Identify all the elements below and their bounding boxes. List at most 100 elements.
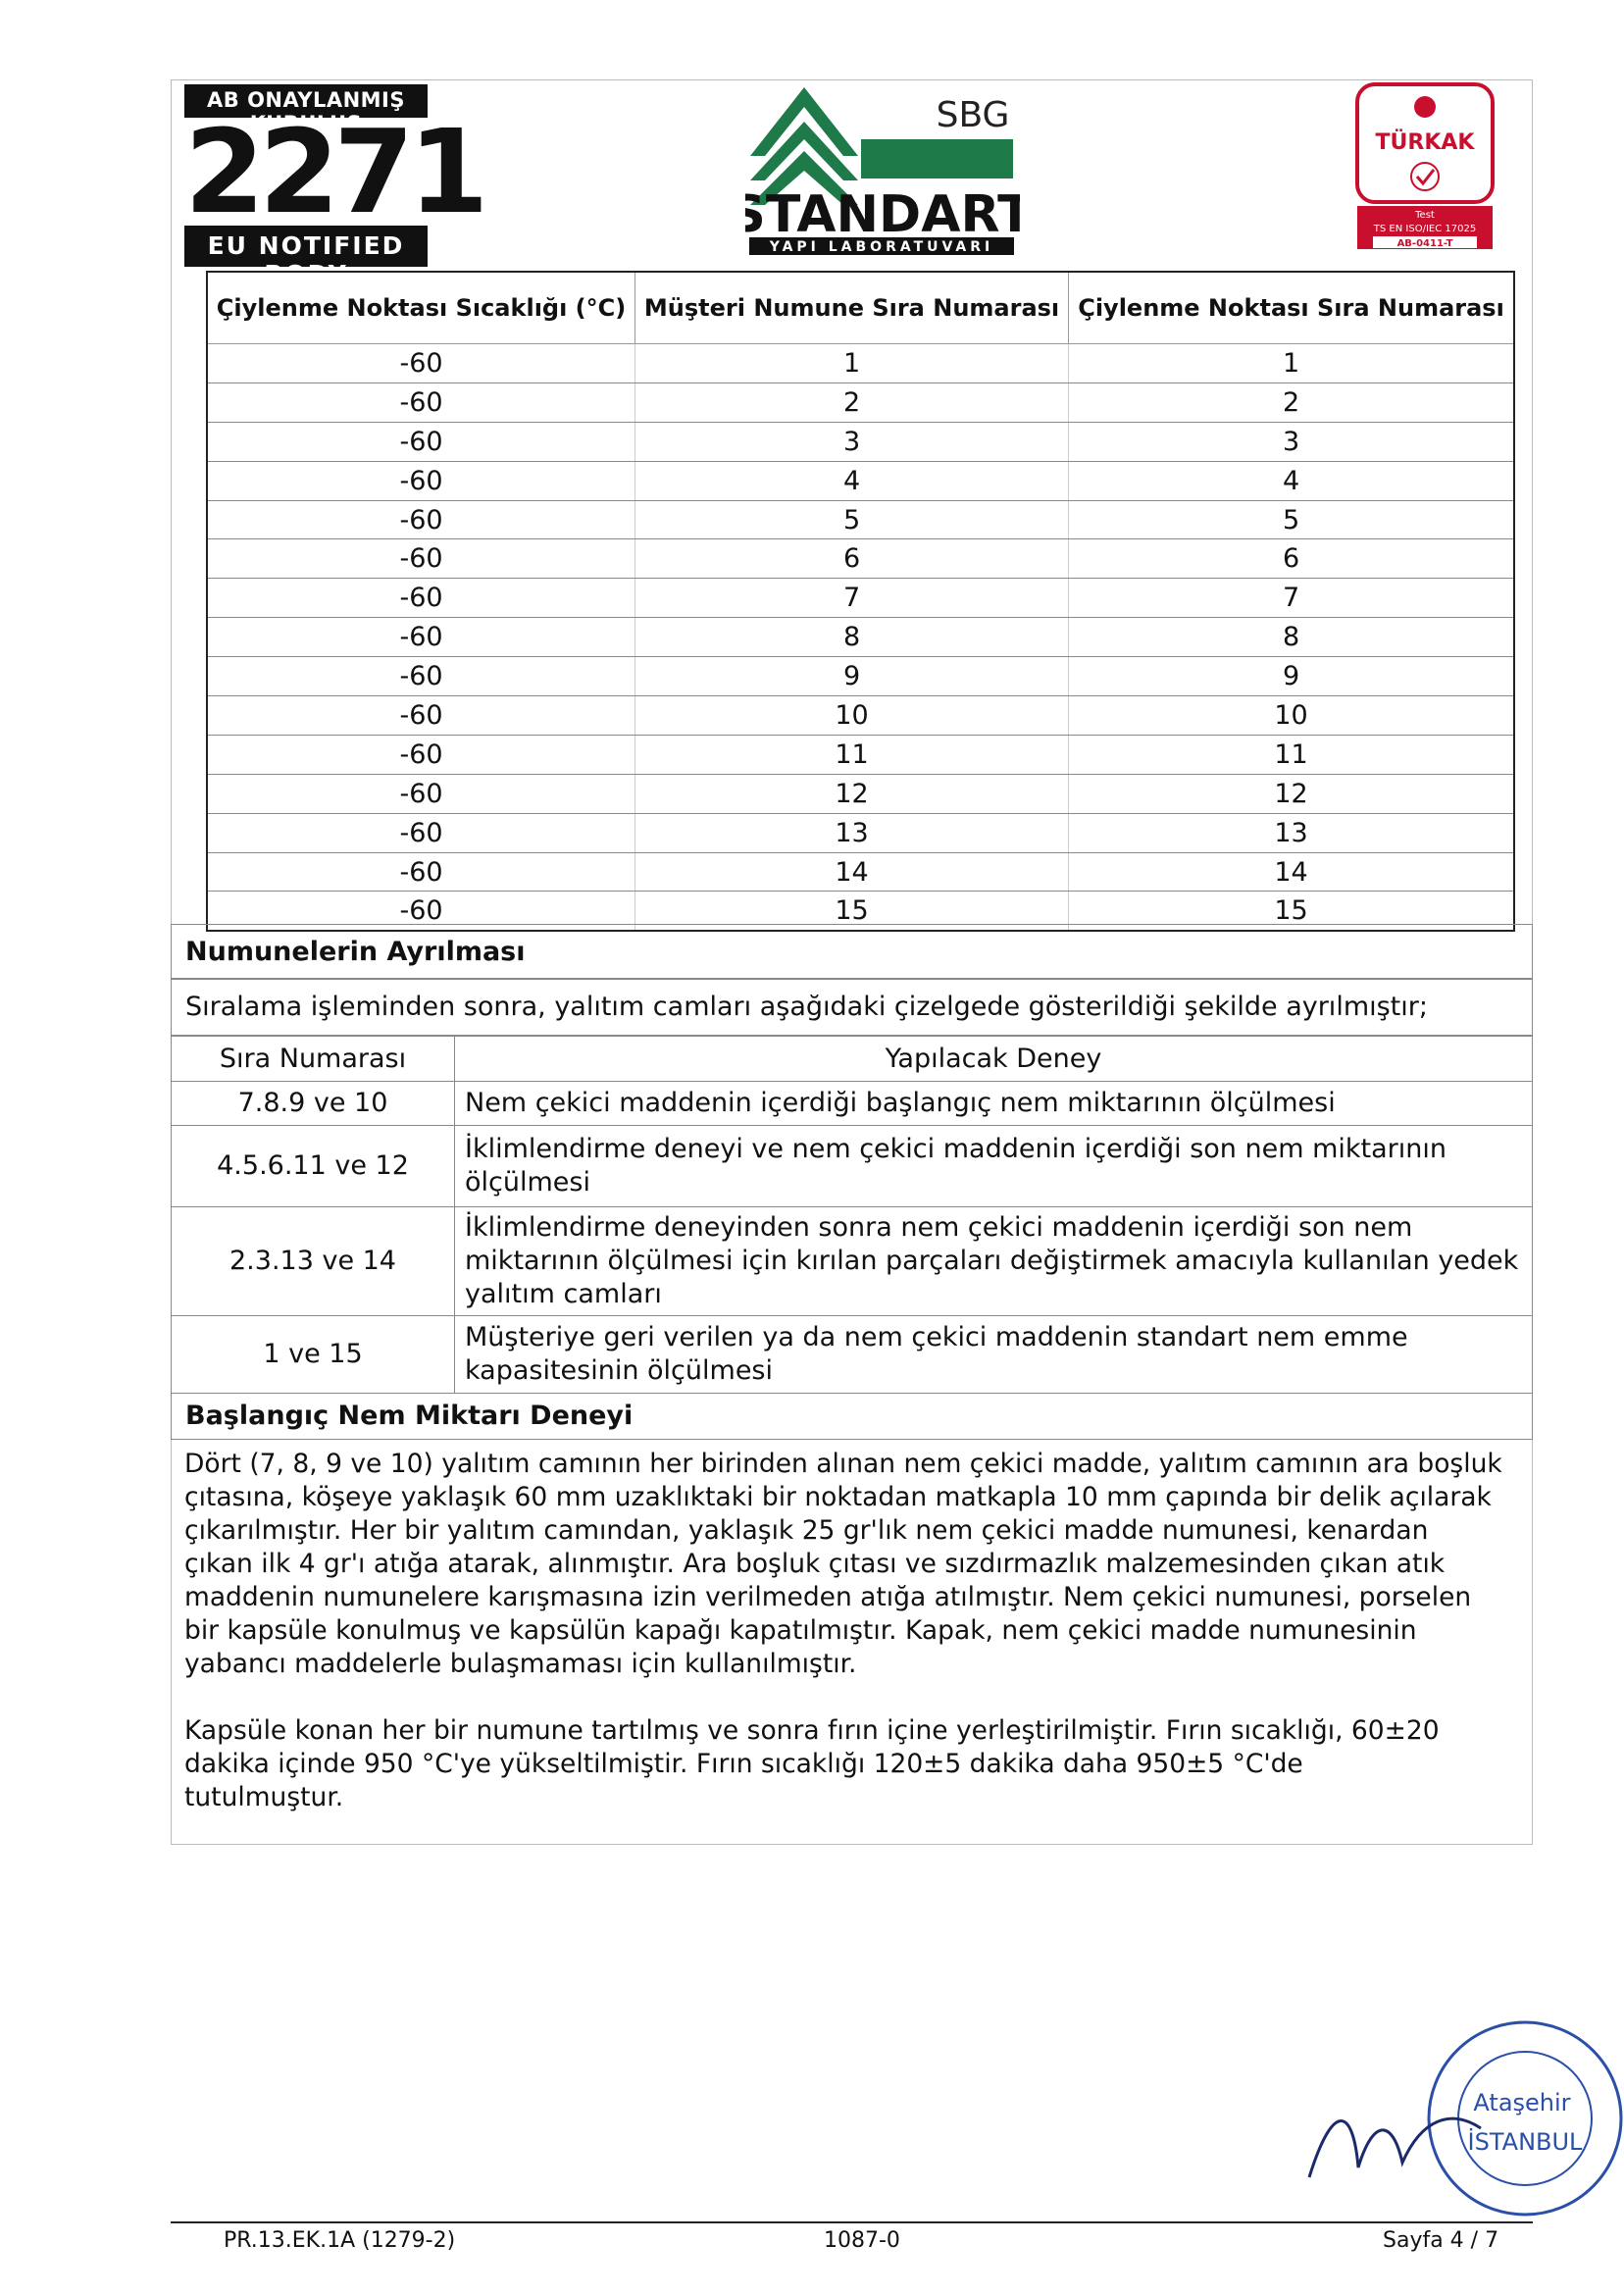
footer-rule <box>171 2221 1533 2223</box>
table-row: 7.8.9 ve 10 Nem çekici maddenin içerdiği … <box>171 1081 1533 1126</box>
table-cell: 7 <box>1068 578 1514 619</box>
table-row: 2.3.13 ve 14 İklimlendirme deneyinden son… <box>171 1206 1533 1316</box>
table-cell: 14 <box>634 852 1069 892</box>
table-cell: -60 <box>206 813 635 853</box>
table-cell: 13 <box>634 813 1069 853</box>
table-cell: 10 <box>634 695 1069 736</box>
table-cell: 9 <box>634 656 1069 697</box>
table-cell: -60 <box>206 382 635 423</box>
table-row: 4.5.6.11 ve 12 İklimlendirme deneyi ve ne… <box>171 1125 1533 1207</box>
table-cell: 3 <box>634 422 1069 462</box>
table-cell: -60 <box>206 656 635 697</box>
table-cell: -60 <box>206 461 635 501</box>
table-row: -60 14 14 <box>206 852 1514 892</box>
stamp: Ataşehir İSTANBUL <box>1307 2020 1623 2217</box>
table-cell: -60 <box>206 774 635 814</box>
stamp-text: İSTANBUL <box>1468 2127 1584 2156</box>
table-row: 1 ve 15 Müşteriye geri verilen ya da nem … <box>171 1315 1533 1394</box>
lab-logo: SBG STANDART YAPI LABORATUVARI <box>745 87 1020 255</box>
table-cell: 2.3.13 ve 14 <box>171 1206 455 1316</box>
table-cell: Müşteriye geri verilen ya da nem çekici … <box>454 1315 1533 1394</box>
footer-text: PR.13.EK.1A (1279-2) <box>224 2228 456 2253</box>
table-cell: 4 <box>634 461 1069 501</box>
logo-text: SBG <box>937 95 1010 135</box>
table-cell: 6 <box>1068 538 1514 580</box>
table-cell: 3 <box>1068 422 1514 462</box>
table-row: -60 1 1 <box>206 343 1514 383</box>
intro-text: Sıralama işleminden sonra, yalıtım camla… <box>171 979 1533 1036</box>
stamp-text: Ataşehir <box>1473 2089 1570 2116</box>
table-header: Sıra Numarası <box>171 1036 455 1082</box>
table-header: Çiylenme Noktası Sıcaklığı (°C) <box>206 271 636 344</box>
table-cell: -60 <box>206 422 635 462</box>
table-cell: -60 <box>206 852 635 892</box>
logo-text: Test <box>1414 210 1435 221</box>
table-cell: 9 <box>1068 656 1514 697</box>
table-header: Yapılacak Deney <box>454 1036 1533 1082</box>
table-cell: -60 <box>206 695 635 736</box>
table-cell: 7.8.9 ve 10 <box>171 1081 455 1126</box>
table-cell: 8 <box>1068 617 1514 658</box>
footer-text: 1087-0 <box>824 2228 900 2253</box>
table-cell: 2 <box>634 382 1069 423</box>
table-row: -60 8 8 <box>206 617 1514 658</box>
table-cell: 12 <box>1068 774 1514 814</box>
table-cell: 13 <box>1068 813 1514 853</box>
table-row: -60 7 7 <box>206 578 1514 619</box>
notified-body-logo: AB ONAYLANMIŞ KURULUŞ 2271 EU NOTIFIED B… <box>184 84 488 288</box>
table-cell: 12 <box>634 774 1069 814</box>
table-row: -60 2 2 <box>206 382 1514 423</box>
table-cell: 11 <box>1068 735 1514 775</box>
paragraph: Dört (7, 8, 9 ve 10) yalıtım camının her… <box>184 1449 1502 1679</box>
footer-text: Sayfa 4 / 7 <box>1383 2228 1499 2253</box>
logo-text: TÜRKAK <box>1376 129 1476 155</box>
table-row: -60 11 11 <box>206 735 1514 775</box>
table-cell: -60 <box>206 538 635 580</box>
table-row: -60 10 10 <box>206 695 1514 736</box>
table-row: -60 15 15 <box>206 891 1514 932</box>
table-cell: -60 <box>206 343 635 383</box>
table-cell: 4 <box>1068 461 1514 501</box>
table-cell: 7 <box>634 578 1069 619</box>
table-cell: 5 <box>634 500 1069 540</box>
separation-table: Sıra Numarası Yapılacak Deney 7.8.9 ve 10 N… <box>171 1036 1533 1394</box>
table-cell: Nem çekici maddenin içerdiği başlangıç n… <box>454 1081 1533 1126</box>
dew-point-table: Çiylenme Noktası Sıcaklığı (°C) Müşteri N… <box>206 271 1515 933</box>
table-cell: 2 <box>1068 382 1514 423</box>
table-cell: 15 <box>1068 891 1514 932</box>
table-header: Çiylenme Noktası Sıra Numarası <box>1068 271 1515 344</box>
table-row: -60 5 5 <box>206 500 1514 540</box>
table-cell: -60 <box>206 891 635 932</box>
table-row: -60 3 3 <box>206 422 1514 462</box>
table-cell: -60 <box>206 735 635 775</box>
table-cell: 4.5.6.11 ve 12 <box>171 1125 455 1207</box>
logo-text: STANDART <box>745 185 1020 244</box>
table-cell: İklimlendirme deneyi ve nem çekici madde… <box>454 1125 1533 1207</box>
table-cell: 1 ve 15 <box>171 1315 455 1394</box>
table-cell: 11 <box>634 735 1069 775</box>
table-cell: -60 <box>206 578 635 619</box>
table-cell: 15 <box>634 891 1069 932</box>
logo-text: YAPI LABORATUVARI <box>769 239 993 255</box>
table-cell: -60 <box>206 617 635 658</box>
table-cell: -60 <box>206 500 635 540</box>
logo-text: AB-0411-T <box>1397 238 1453 249</box>
table-cell: 6 <box>634 538 1069 580</box>
table-row: -60 9 9 <box>206 656 1514 697</box>
table-cell: 1 <box>1068 343 1514 383</box>
table-cell: 14 <box>1068 852 1514 892</box>
table-cell: 10 <box>1068 695 1514 736</box>
paragraph: Kapsüle konan her bir numune tartılmış v… <box>184 1715 1440 1812</box>
logo-number: 2271 <box>184 104 488 239</box>
turkak-logo: TÜRKAK Test TS EN ISO/IEC 17025 AB-0411-… <box>1355 82 1495 249</box>
table-cell: İklimlendirme deneyinden sonra nem çekic… <box>454 1206 1533 1316</box>
table-row: -60 12 12 <box>206 774 1514 814</box>
table-cell: 5 <box>1068 500 1514 540</box>
section-title: Başlangıç Nem Miktarı Deneyi <box>171 1393 1533 1440</box>
table-cell: 1 <box>634 343 1069 383</box>
table-cell: 8 <box>634 617 1069 658</box>
section-title: Numunelerin Ayrılması <box>171 924 1533 979</box>
table-header: Müşteri Numune Sıra Numarası <box>634 271 1070 344</box>
table-row: -60 4 4 <box>206 461 1514 501</box>
